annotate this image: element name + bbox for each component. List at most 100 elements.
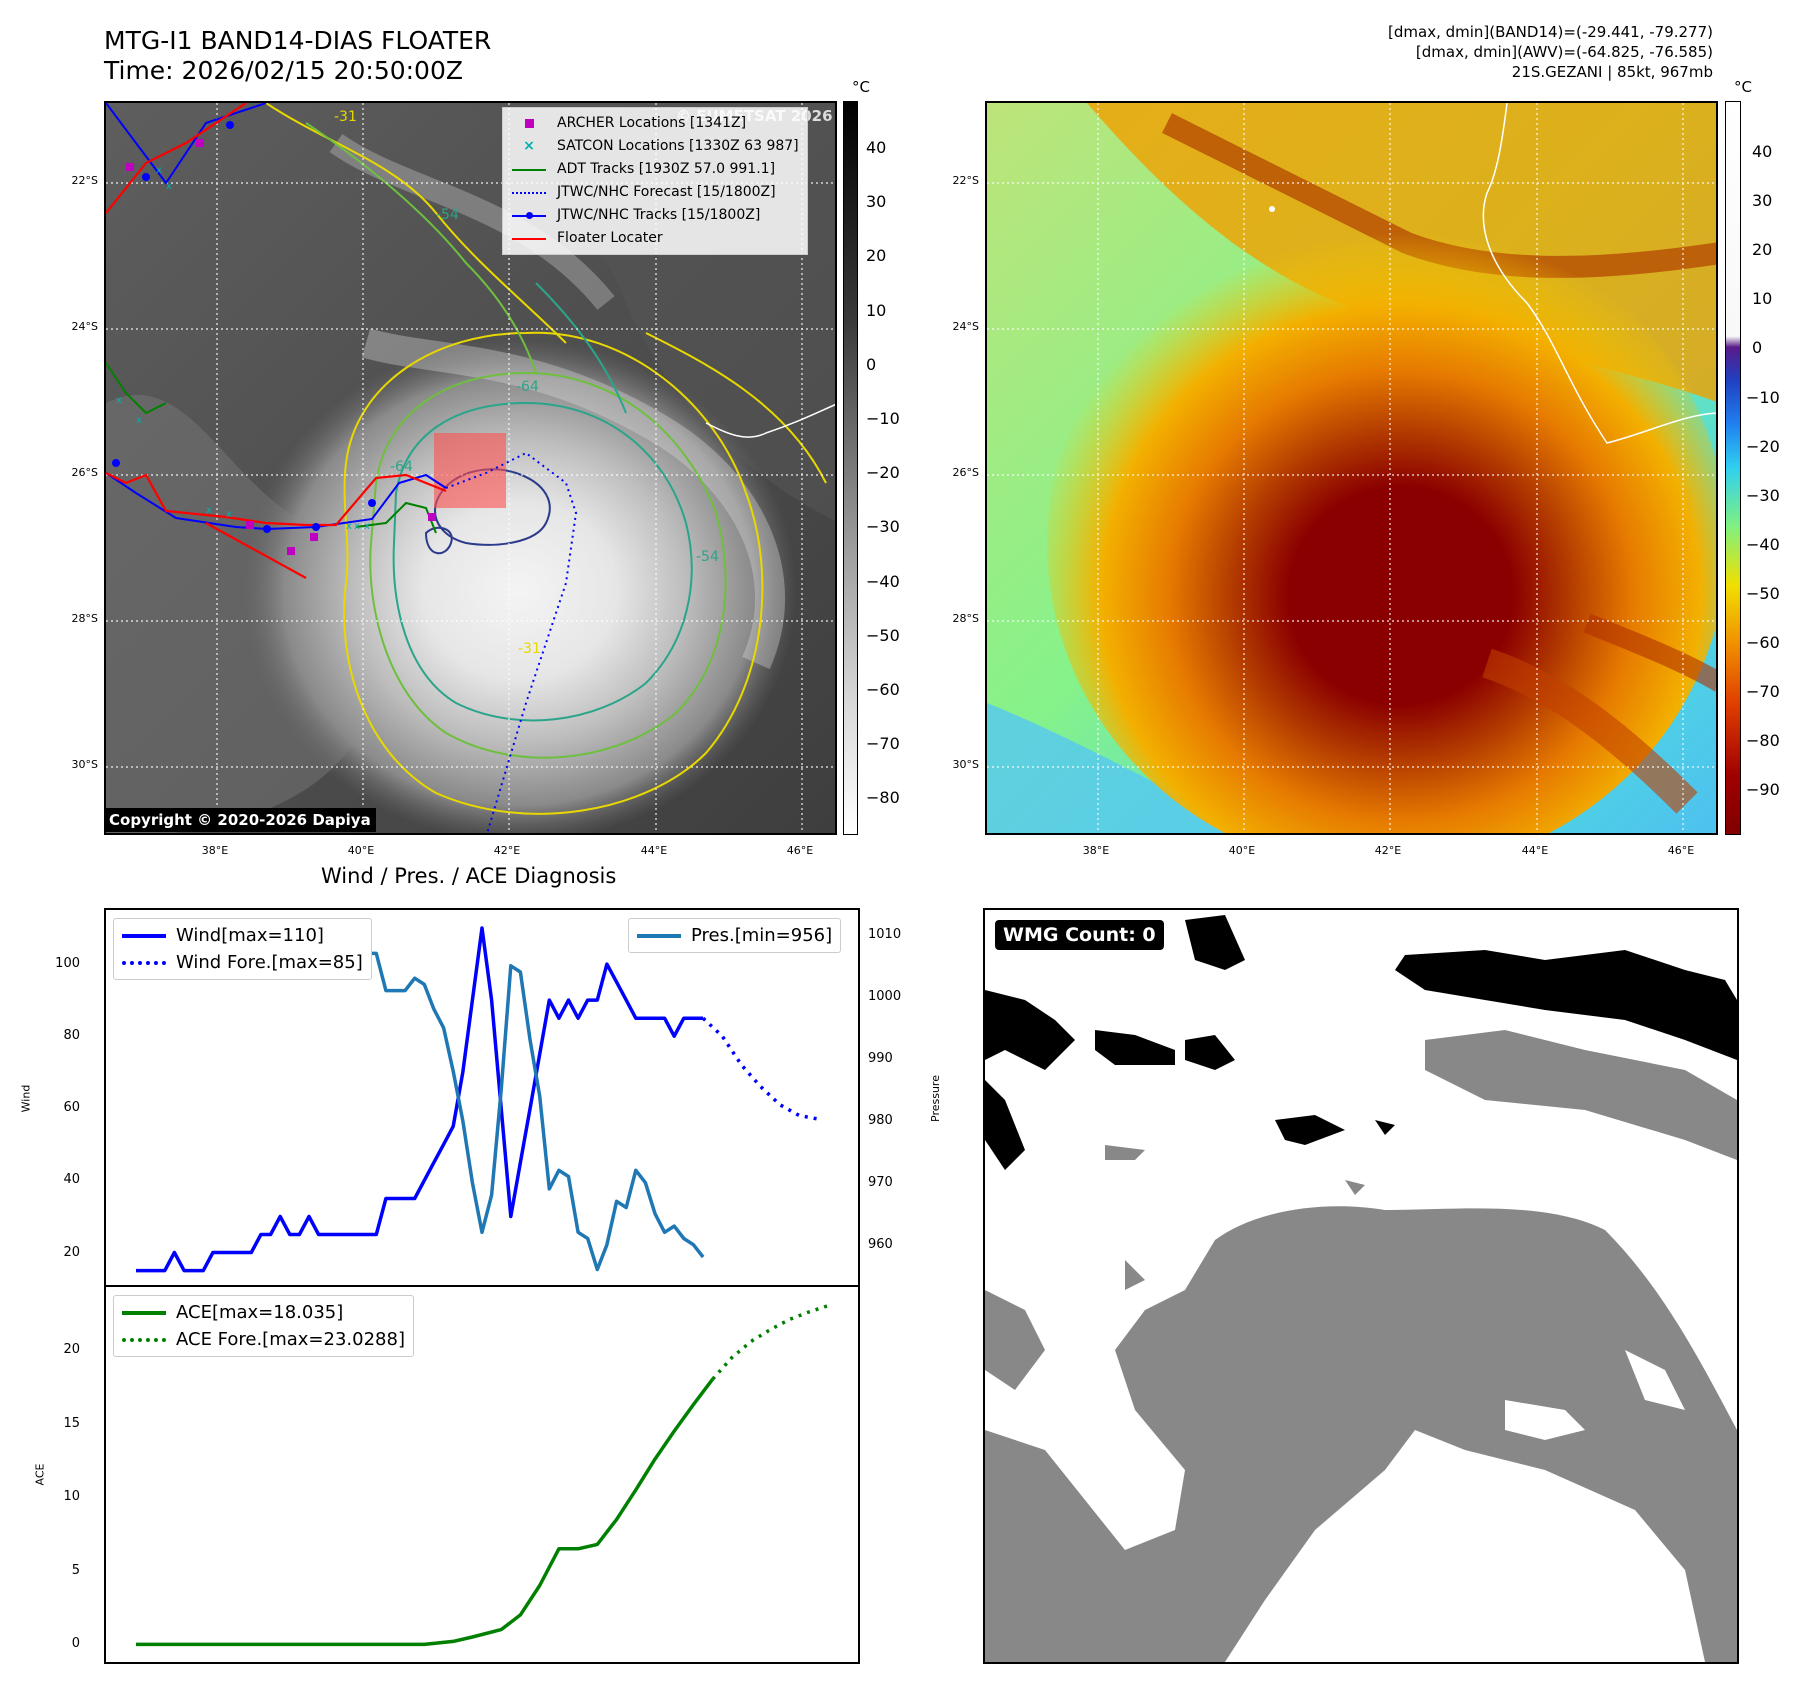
ir-colorbar-tick: −70	[866, 734, 900, 754]
lat-tick-label: 28°S	[71, 612, 98, 625]
legend-satcon: × SATCON Locations [1330Z 63 987]	[511, 135, 799, 158]
lat-tick-label: 30°S	[71, 758, 98, 771]
y-tick-label: 100	[55, 956, 80, 972]
lon-tick-label: 44°E	[640, 844, 668, 857]
ir-colorbar-tick: 0	[866, 354, 877, 374]
lat-tick-label: 24°S	[952, 320, 979, 333]
awv-colorbar-tick: 20	[1752, 240, 1773, 260]
series-line	[711, 1304, 829, 1381]
dotted-line-icon	[511, 186, 547, 200]
lon-tick-label: 46°E	[1667, 844, 1695, 857]
contour-label: -54	[696, 549, 719, 565]
svg-text:x: x	[226, 509, 232, 520]
ir-colorbar-tick: −10	[866, 409, 900, 428]
ir-colorbar	[843, 101, 858, 835]
awv-colorbar-tick: 40	[1752, 142, 1773, 161]
dotted-line-icon	[122, 1333, 166, 1347]
solid-line-icon	[511, 163, 547, 177]
awv-range: [dmax, dmin](AWV)=(-64.825, -76.585)	[1415, 43, 1713, 61]
lat-tick-label: 26°S	[952, 466, 979, 479]
y-tick-label: 10	[63, 1489, 80, 1505]
y-tick-label: 5	[71, 1562, 80, 1578]
y-tick-label: 20	[63, 1342, 80, 1358]
solid-line-icon	[122, 929, 166, 943]
ace-legend: ACE[max=18.035] ACE Fore.[max=23.0288]	[113, 1295, 414, 1357]
solid-line-icon	[637, 929, 681, 943]
y-tick-label: 980	[868, 1112, 893, 1128]
ir-colorbar-tick: 10	[866, 300, 887, 320]
awv-panel	[985, 101, 1718, 835]
ir-colorbar-tick: −20	[866, 463, 900, 483]
series-line	[701, 1016, 819, 1121]
figure-title: MTG-I1 BAND14-DIAS FLOATER Time: 2026/02…	[104, 26, 491, 86]
storm-info: [dmax, dmin](BAND14)=(-29.441, -79.277) …	[1388, 22, 1713, 82]
line-dot-icon	[511, 209, 547, 223]
contour-label: -31	[334, 109, 357, 125]
ir-colorbar-tick: −40	[866, 571, 900, 591]
awv-colorbar-tick: −30	[1746, 485, 1780, 505]
legend-archer: ARCHER Locations [1341Z]	[511, 112, 799, 135]
ace-plot	[136, 1304, 829, 1647]
lon-tick-label: 42°E	[493, 844, 521, 857]
pressure-legend: Pres.[min=956]	[628, 918, 842, 953]
legend-floater: Floater Locater	[511, 227, 799, 250]
series-line	[136, 926, 704, 1273]
legend-ace-forecast: ACE Fore.[max=23.0288]	[122, 1326, 405, 1353]
y-tick-label: 0	[71, 1636, 80, 1652]
lat-tick-label: 22°S	[952, 174, 979, 187]
y-tick-label: 60	[63, 1100, 80, 1116]
y-tick-label: 1000	[868, 988, 902, 1004]
awv-colorbar-tick: −50	[1746, 583, 1780, 603]
ace-axis-label: ACE	[33, 1463, 47, 1486]
lon-tick-label: 46°E	[786, 844, 814, 857]
y-tick-label: 1010	[868, 926, 902, 942]
ir-colorbar-tick: 40	[866, 138, 887, 157]
contour-label: -64	[390, 459, 413, 475]
awv-colorbar-tick: −60	[1746, 633, 1780, 652]
wind-axis-label: Wind	[19, 1084, 33, 1113]
svg-text:x: x	[156, 165, 162, 176]
ir-colorbar-unit: °C	[852, 78, 870, 96]
y-tick-label: 80	[63, 1028, 80, 1044]
ir-colorbar-tick: −60	[866, 680, 900, 699]
legend-wind: Wind[max=110]	[122, 922, 363, 949]
ir-colorbar-tick: 30	[866, 192, 887, 212]
y-tick-label: 960	[868, 1236, 893, 1252]
lon-tick-label: 38°E	[1082, 844, 1110, 857]
legend-jtwc-tracks: JTWC/NHC Tracks [15/1800Z]	[511, 204, 799, 227]
y-tick-label: 15	[63, 1415, 80, 1431]
awv-colorbar-tick: 10	[1752, 289, 1773, 309]
awv-colorbar-tick: 30	[1752, 191, 1773, 211]
svg-text:x: x	[116, 395, 122, 406]
awv-colorbar-tick: −80	[1746, 731, 1780, 751]
ir-colorbar-tick: −50	[866, 625, 900, 645]
ace-chart	[104, 1285, 860, 1664]
floater-box	[434, 433, 506, 508]
legend-ace: ACE[max=18.035]	[122, 1299, 405, 1326]
awv-colorbar-unit: °C	[1734, 78, 1752, 96]
awv-colorbar-tick: −20	[1746, 436, 1780, 456]
lat-tick-label: 26°S	[71, 466, 98, 479]
lon-tick-label: 40°E	[1228, 844, 1256, 857]
title-product: MTG-I1 BAND14-DIAS FLOATER	[104, 26, 492, 55]
solid-line-icon	[511, 232, 547, 246]
ir-colorbar-tick: 20	[866, 246, 887, 266]
svg-text:x: x	[166, 181, 172, 192]
legend-pressure: Pres.[min=956]	[637, 922, 832, 949]
lat-tick-label: 24°S	[71, 320, 98, 333]
awv-colorbar	[1725, 101, 1741, 835]
y-tick-label: 40	[63, 1172, 80, 1188]
svg-text:x: x	[346, 521, 352, 532]
wmg-count-badge: WMG Count: 0	[995, 920, 1164, 950]
awv-colorbar-tick: −90	[1746, 780, 1780, 800]
lat-tick-label: 22°S	[71, 174, 98, 187]
awv-colorbar-tick: −70	[1746, 682, 1780, 702]
wmg-image	[985, 915, 1737, 1662]
legend-wind-forecast: Wind Fore.[max=85]	[122, 949, 363, 976]
legend-jtwc-forecast: JTWC/NHC Forecast [15/1800Z]	[511, 181, 799, 204]
pressure-axis-label: Pressure	[928, 1075, 942, 1122]
y-tick-label: 20	[63, 1244, 80, 1260]
svg-text:x: x	[364, 521, 370, 532]
contour-label: -54	[436, 207, 459, 223]
dotted-line-icon	[122, 956, 166, 970]
